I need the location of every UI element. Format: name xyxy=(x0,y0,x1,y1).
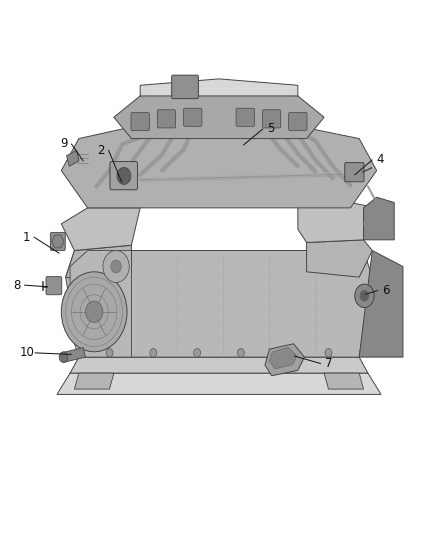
Text: 5: 5 xyxy=(267,123,274,135)
Text: 10: 10 xyxy=(20,346,35,359)
Text: 6: 6 xyxy=(381,284,389,297)
Circle shape xyxy=(325,349,332,357)
Circle shape xyxy=(150,349,157,357)
Circle shape xyxy=(360,290,369,301)
Circle shape xyxy=(281,349,288,357)
Circle shape xyxy=(103,251,129,282)
Polygon shape xyxy=(66,251,372,357)
Circle shape xyxy=(106,349,113,357)
FancyBboxPatch shape xyxy=(50,232,65,251)
Text: 4: 4 xyxy=(376,154,384,166)
Circle shape xyxy=(355,284,374,308)
Circle shape xyxy=(61,272,127,352)
Circle shape xyxy=(117,167,131,184)
FancyBboxPatch shape xyxy=(131,112,149,131)
Circle shape xyxy=(111,260,121,273)
Text: 2: 2 xyxy=(97,144,105,157)
Polygon shape xyxy=(70,251,131,357)
Circle shape xyxy=(237,349,244,357)
Text: 8: 8 xyxy=(13,279,20,292)
Polygon shape xyxy=(52,235,64,248)
Polygon shape xyxy=(114,88,324,139)
Polygon shape xyxy=(364,197,394,240)
Polygon shape xyxy=(359,251,403,357)
FancyBboxPatch shape xyxy=(110,161,138,190)
Polygon shape xyxy=(265,344,304,376)
FancyBboxPatch shape xyxy=(46,277,62,295)
Polygon shape xyxy=(140,79,298,96)
Polygon shape xyxy=(66,245,131,282)
Polygon shape xyxy=(67,150,79,166)
FancyBboxPatch shape xyxy=(262,110,281,128)
FancyBboxPatch shape xyxy=(345,163,364,182)
Polygon shape xyxy=(61,117,377,208)
FancyBboxPatch shape xyxy=(289,112,307,131)
Text: 9: 9 xyxy=(60,138,67,150)
Polygon shape xyxy=(57,373,381,394)
Polygon shape xyxy=(70,357,368,373)
Polygon shape xyxy=(324,373,364,389)
Polygon shape xyxy=(298,203,377,243)
Circle shape xyxy=(85,301,103,322)
Polygon shape xyxy=(74,373,114,389)
FancyBboxPatch shape xyxy=(236,108,254,126)
Text: 7: 7 xyxy=(325,357,332,370)
Polygon shape xyxy=(307,240,372,277)
Circle shape xyxy=(59,352,68,362)
Text: 1: 1 xyxy=(22,231,30,244)
Polygon shape xyxy=(61,348,85,362)
FancyBboxPatch shape xyxy=(172,75,198,99)
FancyBboxPatch shape xyxy=(184,108,202,126)
FancyBboxPatch shape xyxy=(157,110,176,128)
Polygon shape xyxy=(61,208,140,251)
Circle shape xyxy=(194,349,201,357)
Polygon shape xyxy=(269,348,297,369)
